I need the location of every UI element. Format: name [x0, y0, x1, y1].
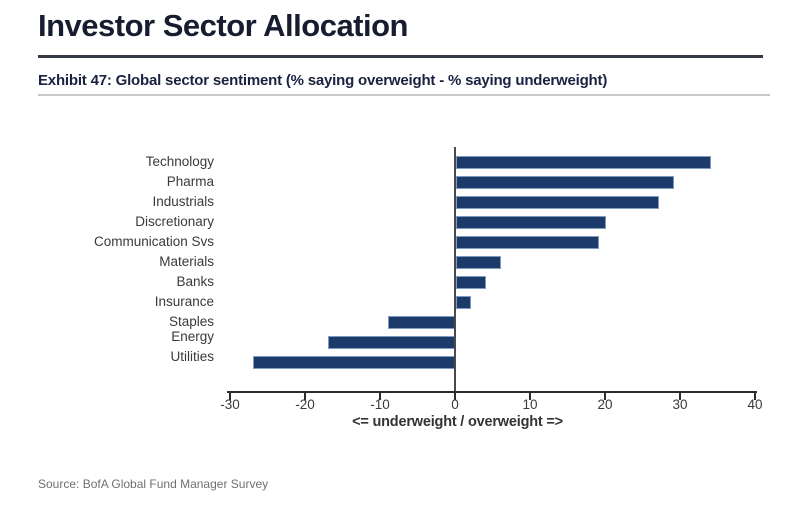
source-note: Source: BofA Global Fund Manager Survey: [38, 477, 269, 491]
x-tick-20: [604, 393, 606, 400]
x-tick-10: [529, 393, 531, 400]
x-tick-label-20: 20: [597, 397, 613, 412]
x-tick-30: [679, 393, 681, 400]
x-tick--10: [379, 393, 381, 400]
category-label-pharma: Pharma: [166, 174, 214, 189]
category-label-staples: Staples: [168, 314, 214, 329]
bar-utilities: [252, 355, 455, 369]
x-tick-label-40: 40: [747, 397, 763, 412]
x-axis-label: <= underweight / overweight =>: [352, 414, 563, 430]
category-label-communication-svs: Communication Svs: [93, 234, 214, 249]
category-label-energy: Energy: [171, 329, 214, 344]
category-label-utilities: Utilities: [170, 349, 214, 364]
category-label-technology: Technology: [145, 154, 214, 169]
zero-axis-line: [454, 147, 456, 393]
category-label-insurance: Insurance: [154, 294, 214, 309]
x-tick-label--30: -30: [220, 397, 240, 412]
page-title: Investor Sector Allocation: [38, 8, 409, 43]
category-label-discretionary: Discretionary: [135, 214, 214, 229]
bar-communication-svs: [456, 235, 599, 249]
x-tick-label--10: -10: [370, 397, 390, 412]
x-tick-label-30: 30: [672, 397, 688, 412]
bar-materials: [456, 255, 501, 269]
x-tick-label--20: -20: [295, 397, 315, 412]
exhibit-heading: Exhibit 47: Global sector sentiment (% s…: [38, 72, 608, 89]
bar-staples: [387, 315, 455, 329]
category-label-banks: Banks: [176, 274, 214, 289]
bar-insurance: [456, 295, 471, 309]
category-label-industrials: Industrials: [152, 194, 214, 209]
bar-industrials: [456, 195, 659, 209]
title-underline-rule: [38, 55, 763, 58]
bar-discretionary: [456, 215, 606, 229]
bar-technology: [456, 155, 711, 169]
x-tick--30: [229, 393, 231, 400]
bar-pharma: [456, 175, 674, 189]
x-tick-label-0: 0: [451, 397, 459, 412]
category-label-materials: Materials: [159, 254, 214, 269]
x-tick-label-10: 10: [522, 397, 538, 412]
bar-banks: [456, 275, 486, 289]
x-axis-line: [227, 391, 757, 393]
x-tick-40: [754, 393, 756, 400]
x-tick-0: [454, 393, 456, 400]
exhibit-underline-rule: [38, 94, 770, 96]
bar-energy: [327, 335, 455, 349]
x-tick--20: [304, 393, 306, 400]
